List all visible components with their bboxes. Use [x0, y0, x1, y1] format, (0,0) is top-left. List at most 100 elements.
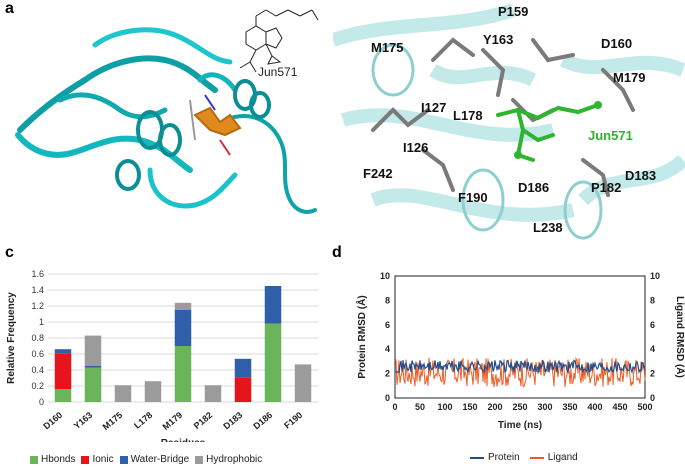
y-left-tick-label: 0: [385, 393, 390, 403]
residue-label: I127: [421, 100, 446, 115]
legend-label: Ligand: [547, 452, 578, 463]
x-tick-label: 150: [462, 402, 477, 412]
x-tick-label: 450: [612, 402, 627, 412]
y-right-tick-label: 10: [650, 271, 660, 281]
legend-item-ligand: Ligand: [529, 452, 578, 463]
legend-label: Hbonds: [41, 454, 76, 465]
x-tick-label: D160: [41, 410, 64, 431]
bar-segment: [54, 353, 72, 390]
bar-segment: [84, 367, 102, 402]
x-tick-label: 100: [437, 402, 452, 412]
panel-label-d: d: [332, 244, 342, 261]
x-tick-label: 350: [562, 402, 577, 412]
x-tick-label: D186: [251, 410, 274, 431]
bar-segment: [174, 346, 192, 402]
x-tick-label: P182: [192, 410, 215, 431]
y-tick-label: 0.4: [31, 365, 44, 375]
y-left-tick-label: 4: [385, 344, 390, 354]
protein-structure-image: Jun571: [15, 9, 319, 214]
legend-line: [529, 456, 544, 459]
bar-chart-legend: Hbonds Ionic Water-Bridge Hydrophobic: [30, 454, 268, 465]
legend-item-ionic: Ionic: [81, 454, 114, 465]
residue-label: D186: [518, 180, 549, 195]
residue-label: L238: [533, 220, 563, 235]
y-right-tick-label: 8: [650, 295, 655, 305]
x-tick-label: 250: [512, 402, 527, 412]
y-left-tick-label: 2: [385, 369, 390, 379]
y-left-axis-label: Protein RMSD (Å): [355, 295, 368, 378]
y-left-tick-label: 6: [385, 320, 390, 330]
bar-segment: [234, 358, 252, 378]
bar-segment: [54, 389, 72, 402]
legend-swatch: [195, 455, 204, 464]
x-axis-label: Residues: [161, 438, 206, 442]
bar-segment: [114, 385, 132, 402]
y-tick-label: 1.4: [31, 285, 44, 295]
residue-label: F190: [458, 190, 488, 205]
panel-label-a: a: [5, 0, 14, 17]
legend-label: Water-Bridge: [130, 454, 190, 465]
y-tick-label: 1.2: [31, 301, 44, 311]
x-tick-label: L178: [132, 410, 154, 431]
legend-swatch: [30, 455, 38, 464]
residue-label: P182: [591, 180, 621, 195]
bar-segment: [294, 364, 312, 402]
residue-label: D183: [625, 168, 656, 183]
bar-segment: [84, 366, 102, 368]
y-tick-label: 1: [39, 317, 44, 327]
x-tick-label: M179: [161, 410, 185, 432]
y-tick-label: 0: [39, 397, 44, 407]
residue-label: F242: [363, 166, 393, 181]
x-tick-label: Y163: [72, 410, 95, 431]
residue-label: P159: [498, 4, 528, 19]
bar-segment: [174, 310, 192, 346]
x-tick-label: 300: [537, 402, 552, 412]
bar-segment: [264, 323, 282, 402]
bar-segment: [144, 381, 162, 402]
interaction-bar-chart: 0 0.2 0.4 0.6 0.8 1 1.2 1.4 1.6 D160 Y163 M175 L178 M…: [6, 269, 318, 442]
bar-segment: [174, 302, 192, 310]
bar-segment: [264, 286, 282, 324]
panel-b-ligand-label: Jun571: [588, 128, 633, 143]
y-left-tick-label: 8: [385, 295, 390, 305]
legend-item-water-bridge: Water-Bridge: [119, 454, 190, 465]
panel-label-c: c: [5, 244, 14, 261]
bar-segment: [204, 385, 222, 402]
residue-label: M175: [371, 40, 404, 55]
y-right-tick-label: 6: [650, 320, 655, 330]
y-right-tick-label: 2: [650, 369, 655, 379]
y-tick-label: 0.8: [31, 333, 44, 343]
legend-item-hydrophobic: Hydrophobic: [195, 454, 262, 465]
bar-segment: [84, 335, 102, 366]
y-left-tick-label: 10: [380, 271, 390, 281]
y-right-tick-label: 0: [650, 393, 655, 403]
residue-label: D160: [601, 36, 632, 51]
y-right-tick-label: 4: [650, 344, 655, 354]
series-line-ligand: [394, 356, 646, 388]
x-tick-label: F190: [282, 410, 304, 431]
legend-item-protein: Protein: [470, 452, 520, 463]
residue-label: I126: [403, 140, 428, 155]
legend-label: Hydrophobic: [206, 454, 263, 465]
legend-label: Protein: [488, 452, 520, 463]
y-right-axis-label: Ligand RMSD (Å): [674, 296, 685, 378]
panel-a-ligand-label: Jun571: [258, 65, 298, 79]
y-tick-label: 0.2: [31, 381, 44, 391]
binding-site-image: P159 D160 M175 Y163 M179 I127 L178 I126 F242 D186…: [333, 0, 685, 240]
y-axis-label: Relative Frequency: [6, 292, 17, 384]
residue-label: Y163: [483, 32, 513, 47]
plot-frame: [394, 275, 646, 399]
legend-line: [470, 456, 484, 459]
legend-swatch: [81, 455, 90, 464]
residue-label: L178: [453, 108, 483, 123]
y-tick-label: 1.6: [31, 269, 44, 279]
legend-label: Ionic: [92, 454, 114, 465]
bar-segment: [54, 349, 72, 354]
x-tick-label: 400: [587, 402, 602, 412]
series-line-protein: [394, 359, 646, 375]
x-tick-label: 0: [392, 402, 397, 412]
x-axis-label: Time (ns): [498, 420, 542, 431]
y-tick-label: 0.6: [31, 349, 44, 359]
bar-segment: [234, 377, 252, 402]
legend-item-hbonds: Hbonds: [30, 454, 75, 465]
